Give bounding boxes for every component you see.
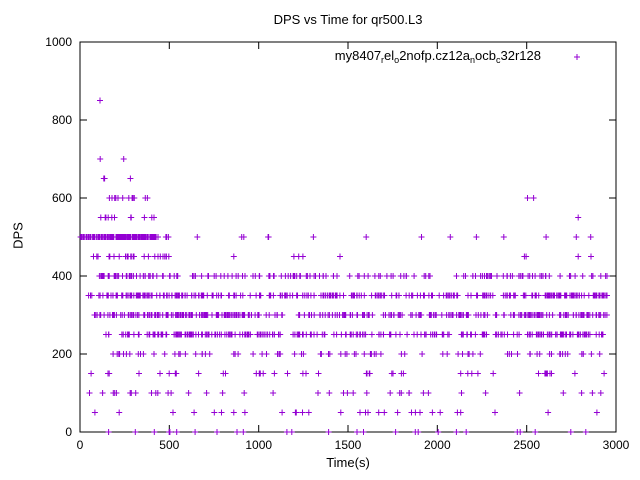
- legend-text-segment: 32r128: [500, 48, 541, 63]
- y-tick-label: 600: [52, 191, 72, 205]
- legend-text-segment: o: [394, 55, 400, 65]
- x-tick-label: 3000: [603, 438, 630, 452]
- scatter-points: [77, 54, 610, 435]
- y-tick-label: 0: [65, 425, 72, 439]
- legend-text-segment: el: [384, 48, 395, 63]
- axis-ticks: [79, 41, 617, 433]
- legend-text-segment: r: [381, 55, 385, 65]
- legend-text-segment: 2nofp.cz12a: [399, 48, 471, 63]
- chart-title: DPS vs Time for qr500.L3: [273, 12, 423, 27]
- x-tick-label: 0: [77, 438, 84, 452]
- x-tick-label: 2000: [424, 438, 451, 452]
- legend-text-segment: c: [496, 55, 501, 65]
- legend-text-segment: ocb: [475, 48, 497, 63]
- x-tick-label: 1500: [335, 438, 362, 452]
- x-tick-label: 2500: [513, 438, 540, 452]
- x-tick-label: 500: [159, 438, 179, 452]
- y-tick-label: 800: [52, 113, 72, 127]
- legend-label: my8407relo2nofp.cz12anocbc32r128: [334, 48, 541, 65]
- legend-text-segment: n: [470, 55, 476, 65]
- y-tick-label: 400: [52, 269, 72, 283]
- x-tick-label: 1000: [245, 438, 272, 452]
- y-tick-label: 1000: [45, 35, 72, 49]
- x-axis-label: Time(s): [326, 455, 370, 470]
- y-tick-label: 200: [52, 347, 72, 361]
- legend-text-segment: my8407: [334, 48, 382, 63]
